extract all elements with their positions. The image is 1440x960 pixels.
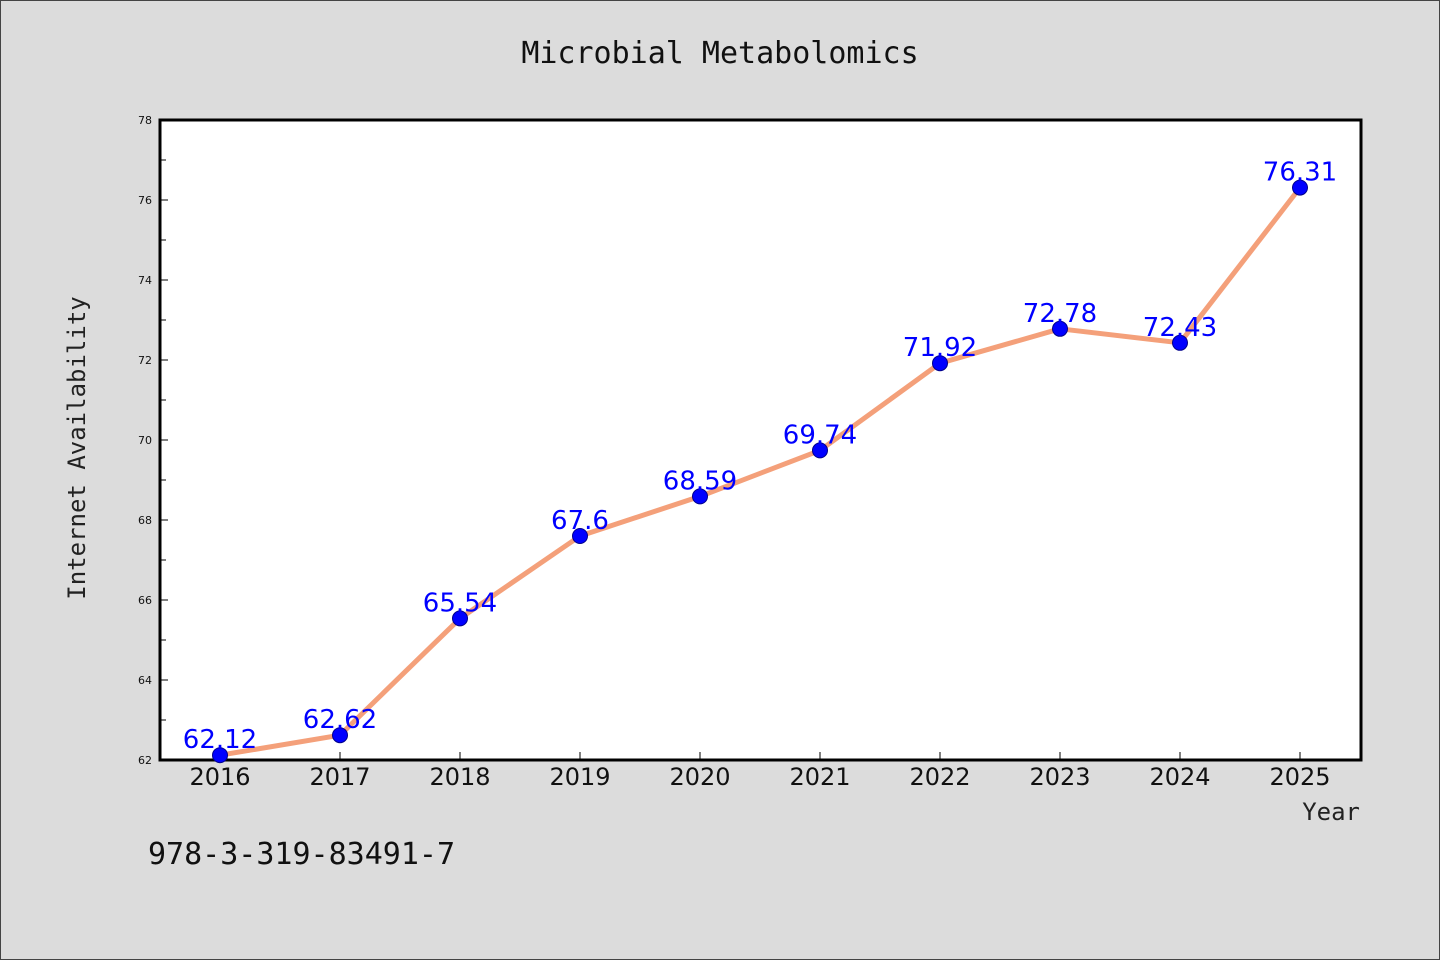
data-label: 76.31 bbox=[1263, 158, 1337, 188]
plot-area bbox=[158, 118, 1363, 762]
data-point bbox=[452, 610, 468, 627]
x-tick-label: 2024 bbox=[1149, 763, 1210, 791]
x-tick-label: 2016 bbox=[189, 763, 250, 791]
y-tick-label: 72 bbox=[138, 354, 152, 367]
x-tick-label: 2021 bbox=[789, 763, 850, 791]
y-tick-label: 64 bbox=[138, 674, 152, 687]
x-tick-label: 2019 bbox=[549, 763, 610, 791]
x-tick-label: 2018 bbox=[429, 763, 490, 791]
data-point bbox=[1292, 179, 1308, 196]
data-label: 67.6 bbox=[551, 506, 609, 536]
y-tick-label: 78 bbox=[138, 114, 152, 127]
data-labels: 62.12 62.62 65.54 67.6 68.59 69.74 71.92 72.78 7… bbox=[183, 158, 1337, 756]
y-axis: 62 64 66 68 70 72 74 76 78 bbox=[138, 114, 168, 767]
data-point bbox=[692, 488, 708, 505]
data-markers bbox=[212, 179, 1308, 764]
y-tick-label: 74 bbox=[138, 274, 152, 287]
x-axis: 2016 2017 2018 2019 2020 2021 2022 2023 2024 2025 bbox=[189, 752, 1331, 791]
y-tick-label: 62 bbox=[138, 754, 152, 767]
footer-isbn: 978-3-319-83491-7 bbox=[148, 837, 455, 872]
y-tick-label: 66 bbox=[138, 594, 152, 607]
data-label: 68.59 bbox=[663, 466, 737, 496]
data-point bbox=[1052, 320, 1068, 337]
x-tick-label: 2020 bbox=[669, 763, 730, 791]
data-label: 72.43 bbox=[1143, 313, 1217, 343]
y-axis-label: Internet Availability bbox=[63, 296, 91, 599]
data-label: 65.54 bbox=[423, 588, 497, 618]
data-label: 72.78 bbox=[1023, 299, 1097, 329]
x-axis-label: Year bbox=[1302, 798, 1360, 826]
x-tick-label: 2023 bbox=[1029, 763, 1090, 791]
data-point bbox=[212, 747, 228, 764]
series-line bbox=[219, 186, 1302, 758]
data-point bbox=[1172, 334, 1188, 351]
chart-title: Microbial Metabolomics bbox=[521, 36, 918, 71]
data-label: 71.92 bbox=[903, 333, 977, 363]
x-tick-label: 2025 bbox=[1269, 763, 1330, 791]
y-tick-label: 76 bbox=[138, 194, 152, 207]
data-point bbox=[332, 727, 348, 744]
data-label: 62.12 bbox=[183, 725, 257, 755]
y-tick-label: 68 bbox=[138, 514, 152, 527]
x-tick-label: 2017 bbox=[309, 763, 370, 791]
data-label: 62.62 bbox=[303, 705, 377, 735]
data-point bbox=[932, 355, 948, 372]
data-point bbox=[572, 528, 588, 544]
data-label: 69.74 bbox=[783, 420, 857, 450]
data-point bbox=[812, 442, 828, 459]
x-tick-label: 2022 bbox=[909, 763, 970, 791]
y-tick-label: 70 bbox=[138, 434, 152, 447]
